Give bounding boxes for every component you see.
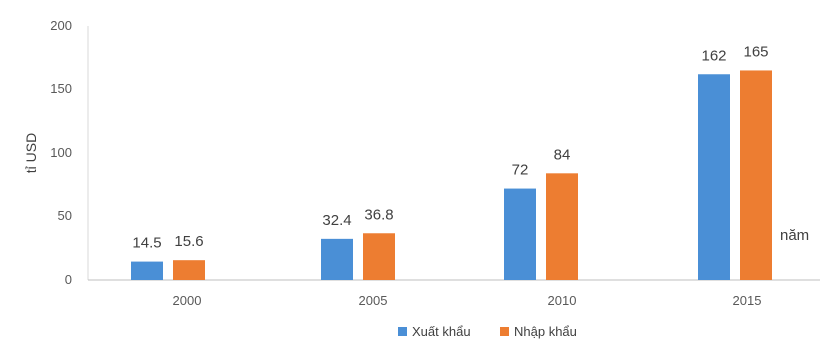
- x-tick-label: 2005: [359, 293, 388, 308]
- x-tick-label: 2010: [548, 293, 577, 308]
- x-tick-label: 2015: [733, 293, 762, 308]
- y-tick-label: 150: [50, 81, 72, 96]
- legend-swatch-nhap-khau: [500, 327, 509, 336]
- x-tick-label: 2000: [173, 293, 202, 308]
- bar-nhap-khau-2000: [173, 260, 205, 280]
- data-label: 32.4: [322, 212, 351, 229]
- legend-label-nhap-khau: Nhập khẩu: [514, 324, 577, 339]
- y-tick-label: 0: [65, 272, 72, 287]
- data-label: 36.8: [364, 206, 393, 223]
- bar-nhap-khau-2010: [546, 173, 578, 280]
- data-label: 165: [743, 43, 768, 60]
- y-tick-label: 100: [50, 145, 72, 160]
- bar-nhap-khau-2005: [363, 233, 395, 280]
- data-label: 162: [701, 47, 726, 64]
- legend: Xuất khẩu Nhập khẩu: [398, 324, 577, 339]
- x-axis-unit-label: năm: [780, 227, 809, 244]
- legend-swatch-xuat-khau: [398, 327, 407, 336]
- bar-xuat-khau-2005: [321, 238, 353, 280]
- bar-xuat-khau-2015: [698, 74, 730, 280]
- data-labels-group: 14.5 32.4 72 162 15.6 36.8 84 165: [132, 43, 768, 251]
- data-label: 15.6: [174, 233, 203, 250]
- legend-label-xuat-khau: Xuất khẩu: [412, 324, 471, 339]
- y-axis-title: tỉ USD: [23, 133, 39, 173]
- bar-xuat-khau-2000: [131, 261, 163, 280]
- bars-group: [131, 70, 772, 280]
- data-label: 84: [554, 146, 571, 163]
- data-label: 14.5: [132, 235, 161, 252]
- bar-nhap-khau-2015: [740, 70, 772, 280]
- data-label: 72: [512, 162, 529, 179]
- y-tick-label: 200: [50, 18, 72, 33]
- bar-xuat-khau-2010: [504, 188, 536, 280]
- y-tick-label: 50: [58, 208, 72, 223]
